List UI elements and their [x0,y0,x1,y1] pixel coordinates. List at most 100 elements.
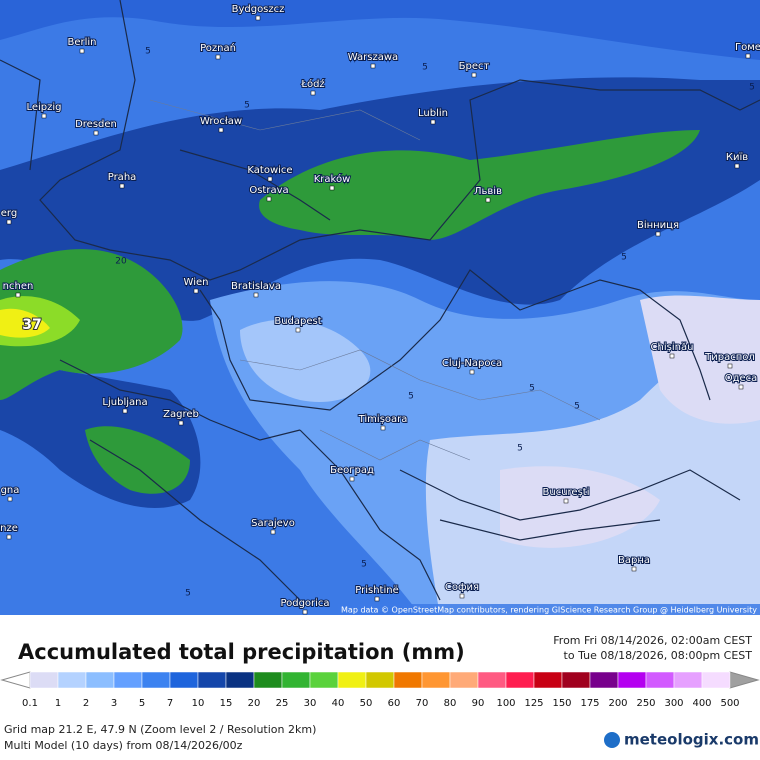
legend-label: 150 [552,698,571,709]
city-marker [380,425,386,431]
city-label: Kraków [314,173,351,185]
legend-label: 5 [139,698,145,709]
city-marker [7,496,13,502]
legend-label: 175 [580,698,599,709]
legend-swatch [141,671,171,689]
city-marker [270,529,276,535]
city-marker [15,292,21,298]
city-label: Ljubljana [102,397,147,408]
legend-swatch [253,671,283,689]
city-label: Одеса [725,373,758,384]
city-marker [302,609,308,615]
legend-label: 300 [664,698,683,709]
legend-swatch [645,671,675,689]
legend-swatch [477,671,507,689]
city-label: София [445,582,479,593]
legend-swatch [113,671,143,689]
legend-label: 400 [692,698,711,709]
attribution: Map data © OpenStreetMap contributors, r… [341,606,757,615]
city-label: Chișinău [651,342,694,353]
legend-swatch [449,671,479,689]
city-label: Вінниця [637,219,679,231]
city-marker [727,363,733,369]
legend-label: 125 [524,698,543,709]
city-label: Варна [618,555,650,566]
legend-swatch [393,671,423,689]
city-marker [295,327,301,333]
city-label: Ostrava [249,185,288,196]
city-marker [93,130,99,136]
map: Bydgoszcz Berlin Poznań Warszawa Брест Гоме Łó… [0,0,760,615]
legend-swatch [169,671,199,689]
city-label: gna [1,485,20,496]
city-label: Брест [459,61,490,72]
contour-label: 37 [22,317,41,333]
city-marker [218,127,224,133]
period-to: to Tue 08/18/2026, 08:00pm CEST [564,649,753,662]
legend-label: 90 [472,698,485,709]
contour-label: 5 [749,83,755,93]
city-marker [122,408,128,414]
city-marker [430,119,436,125]
legend-swatch [225,671,255,689]
period-from: From Fri 08/14/2026, 02:00am CEST [553,634,752,647]
city-label: Praha [108,172,137,183]
city-label: Warszawa [348,52,398,63]
city-marker [655,231,661,237]
legend-swatch [337,671,367,689]
legend-swatch [197,671,227,689]
city-marker [734,163,740,169]
legend-label: 250 [636,698,655,709]
contour-labels: 5 5 5 5 5 20 37 5 5 5 5 5 5 [21,47,755,599]
legend-label: 40 [332,698,345,709]
legend-label: 1 [55,698,61,709]
contour-label: 5 [408,392,414,402]
city-label: nze [0,523,18,534]
legend-label: 10 [192,698,205,709]
city-marker [459,593,465,599]
contour-label: 5 [529,384,535,394]
legend-label: 15 [220,698,233,709]
city-label: Београд [330,465,374,476]
brand[interactable]: meteologix.com [624,731,759,749]
contour-label: 5 [621,253,627,263]
legend-label: 500 [720,698,739,709]
city-marker [267,176,273,182]
legend-label: 30 [304,698,317,709]
city-marker [469,369,475,375]
legend-label: 7 [167,698,173,709]
contour-label: 5 [517,444,523,454]
city-marker [669,353,675,359]
contour-label: 20 [115,257,127,267]
legend-swatch [365,671,395,689]
legend-swatch [505,671,535,689]
city-marker [119,183,125,189]
legend-label: 100 [496,698,515,709]
contour-label: 5 [145,47,151,57]
city-label: Prishtinë [355,585,398,596]
legend-swatch [561,671,591,689]
city-marker [266,196,272,202]
city-label: Cluj-Napoca [442,358,502,369]
legend-label: 70 [416,698,429,709]
legend-swatch [29,671,59,689]
city-label: Podgorica [280,598,329,609]
city-label: Budapest [274,316,321,327]
city-label: Łódź [300,78,324,90]
legend-swatch [421,671,451,689]
city-label: Poznań [200,42,236,54]
legend-swatch [85,671,115,689]
city-label: Lublin [418,108,448,119]
legend-label: 60 [388,698,401,709]
city-marker [41,113,47,119]
contour-label: 5 [361,560,367,570]
title: Accumulated total precipitation (mm) [18,640,465,664]
contour-label: 5 [185,589,191,599]
grid-info: Grid map 21.2 E, 47.9 N (Zoom level 2 / … [4,723,316,736]
city-marker [79,48,85,54]
city-marker [370,63,376,69]
city-label: Wrocław [200,116,242,127]
contour-label: 5 [422,63,428,73]
city-marker [6,534,12,540]
